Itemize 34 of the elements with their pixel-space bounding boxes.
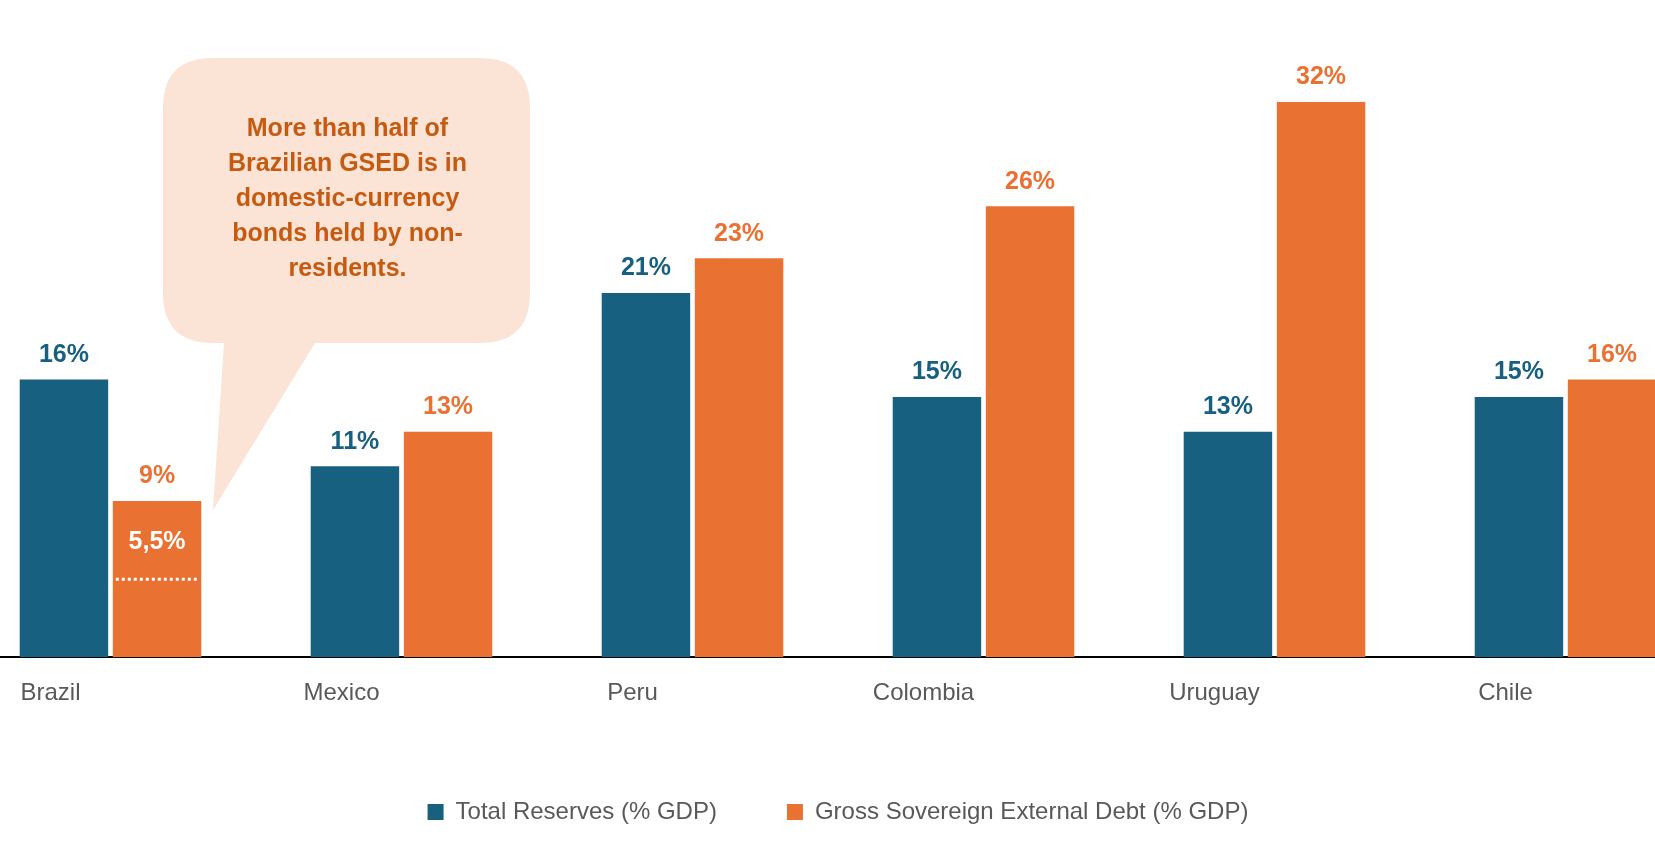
bar (1276, 102, 1366, 658)
bar (310, 466, 400, 658)
data-label: 26% (1005, 165, 1056, 194)
bar (1183, 431, 1273, 658)
data-label: 15% (911, 356, 962, 385)
bar (1567, 379, 1655, 658)
data-label: 16% (38, 339, 89, 368)
x-tick-label: Uruguay (1169, 678, 1260, 706)
legend-label: Gross Sovereign External Debt (% GDP) (814, 796, 1249, 824)
x-tick-label: Chile (1478, 678, 1533, 706)
data-label: 11% (330, 425, 380, 454)
bar (985, 206, 1075, 658)
data-label: 15% (1493, 356, 1544, 385)
x-tick-label: Brazil (20, 678, 81, 706)
x-tick-label: Colombia (872, 678, 975, 706)
data-label: 9% (138, 460, 176, 489)
annotation: 5,5% (128, 525, 186, 554)
bar (694, 258, 784, 658)
x-tick-label: Mexico (303, 678, 380, 706)
bar (403, 431, 493, 658)
data-label: 32% (1296, 61, 1347, 90)
bar (112, 501, 202, 658)
data-label: 13% (1202, 391, 1253, 420)
data-label: 13% (423, 391, 474, 420)
bar (19, 379, 109, 658)
bar (1474, 396, 1564, 658)
annotation: More than half of Brazilian GSED is in domestic-currency bonds held by non-residents. (227, 112, 468, 283)
x-tick-label: Peru (607, 678, 658, 706)
data-label: 21% (620, 252, 671, 281)
data-label: 23% (714, 217, 765, 246)
bar (601, 292, 691, 658)
bar (892, 396, 982, 658)
legend-label: Total Reserves (% GDP) (455, 796, 717, 824)
data-label: 16% (1587, 339, 1638, 368)
